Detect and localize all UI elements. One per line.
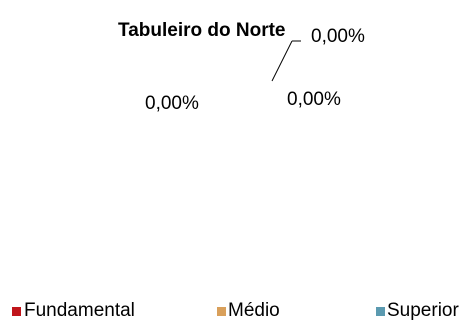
- data-label-superior: 0,00%: [311, 26, 365, 47]
- legend-swatch-superior: [376, 307, 385, 316]
- leader-line: [271, 40, 293, 82]
- legend-label-fundamental: Fundamental: [24, 300, 135, 321]
- legend-swatch-fundamental: [12, 307, 21, 316]
- legend-label-medio: Médio: [228, 300, 280, 321]
- legend-item-fundamental: Fundamental: [12, 300, 135, 321]
- legend-label-superior: Superior: [387, 300, 459, 321]
- chart-title: Tabuleiro do Norte: [118, 20, 285, 41]
- legend-swatch-medio: [217, 307, 226, 316]
- legend-item-superior: Superior: [376, 300, 459, 321]
- legend: Fundamental Médio Superior: [12, 300, 459, 321]
- legend-item-medio: Médio: [217, 300, 280, 321]
- data-label-medio: 0,00%: [287, 89, 341, 110]
- data-label-fundamental: 0,00%: [145, 93, 199, 114]
